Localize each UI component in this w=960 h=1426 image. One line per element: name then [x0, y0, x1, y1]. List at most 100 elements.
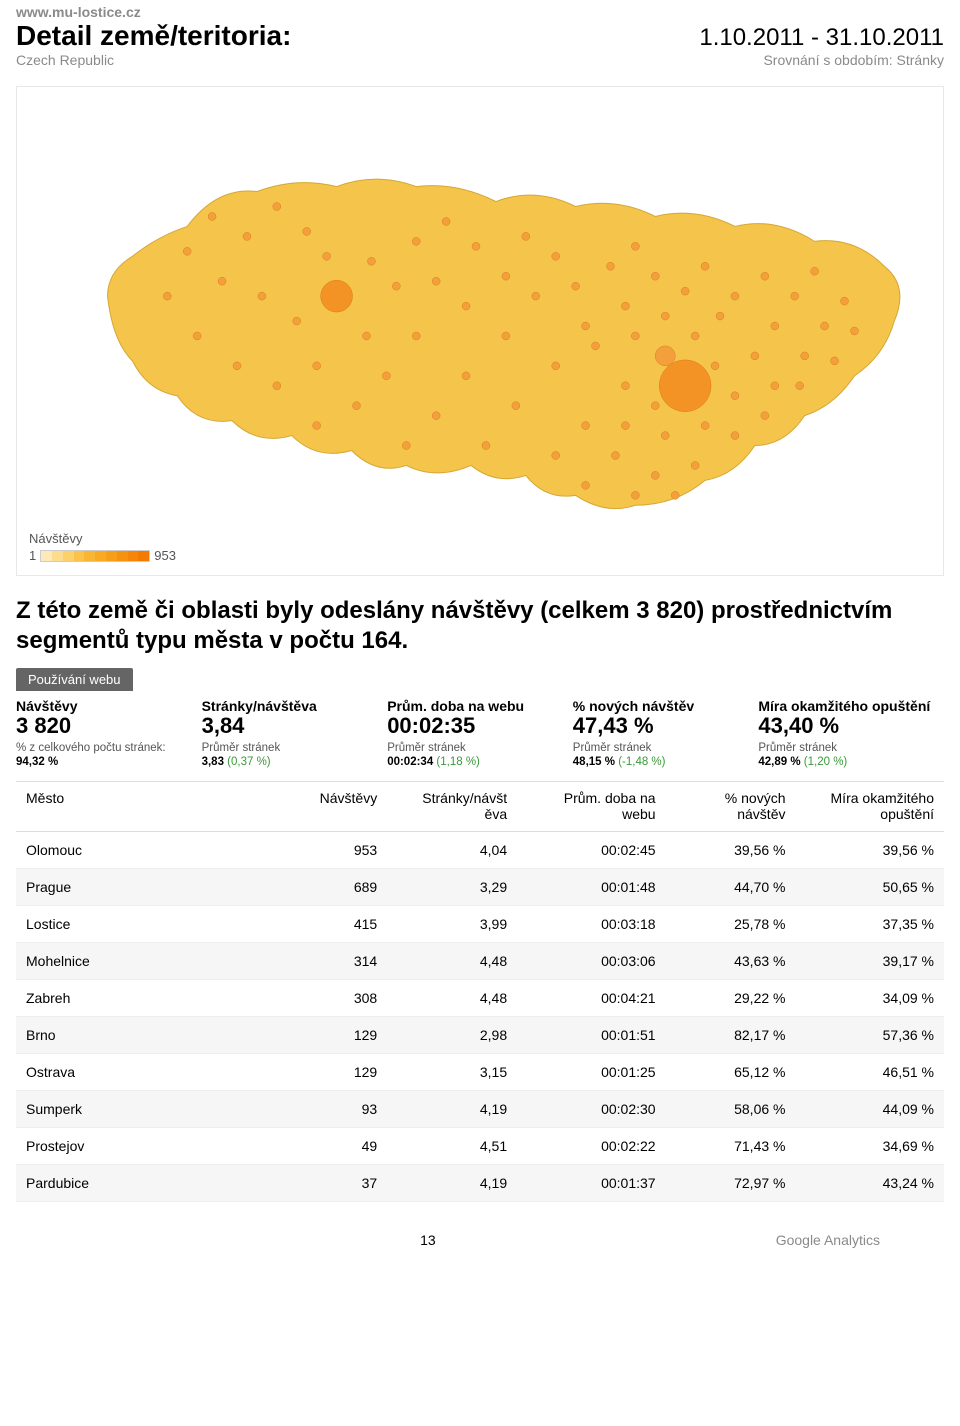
map-city-dot [243, 232, 251, 240]
table-cell: 57,36 % [795, 1016, 944, 1053]
table-cell: 37 [276, 1164, 387, 1201]
table-cell: 00:02:45 [517, 831, 665, 868]
map-city-dot [472, 242, 480, 250]
table-row: Lostice4153,9900:03:1825,78 %37,35 % [16, 905, 944, 942]
map-city-dot [621, 302, 629, 310]
map-city-dot [392, 282, 400, 290]
map-city-dot [582, 422, 590, 430]
table-cell: Zabreh [16, 979, 276, 1016]
map-city-dot [313, 362, 321, 370]
metric-value: 00:02:35 [387, 714, 565, 738]
map-city-dot [532, 292, 540, 300]
map-city-dot [761, 272, 769, 280]
metric-block: Prům. doba na webu00:02:35Průměr stránek… [387, 699, 573, 769]
metric-block: Míra okamžitého opuštění43,40 %Průměr st… [758, 699, 944, 769]
table-cell: 4,19 [387, 1164, 517, 1201]
map-city-dot [801, 352, 809, 360]
table-cell: 82,17 % [666, 1016, 796, 1053]
map-city-dot [303, 227, 311, 235]
table-cell: 4,48 [387, 942, 517, 979]
metric-value: 47,43 % [573, 714, 751, 738]
table-cell: 4,51 [387, 1127, 517, 1164]
map-city-dot [321, 280, 353, 312]
table-cell: 39,56 % [666, 831, 796, 868]
map-city-dot [655, 346, 675, 366]
map-city-dot [850, 327, 858, 335]
table-cell: 65,12 % [666, 1053, 796, 1090]
map-city-dot [761, 412, 769, 420]
page-footer: 13 Google Analytics [0, 1202, 960, 1268]
table-cell: 50,65 % [795, 868, 944, 905]
map-city-dot [731, 392, 739, 400]
table-cell: 4,19 [387, 1090, 517, 1127]
table-cell: 689 [276, 868, 387, 905]
table-cell: Sumperk [16, 1090, 276, 1127]
table-cell: 2,98 [387, 1016, 517, 1053]
map-city-dot [771, 322, 779, 330]
map-city-dot [367, 257, 375, 265]
metric-label: Návštěvy [16, 699, 194, 714]
map-city-dot [512, 402, 520, 410]
table-row: Brno1292,9800:01:5182,17 %57,36 % [16, 1016, 944, 1053]
czech-map [17, 87, 943, 575]
map-city-dot [731, 292, 739, 300]
metric-label: Míra okamžitého opuštění [758, 699, 936, 714]
metric-value: 3,84 [202, 714, 380, 738]
table-cell: Mohelnice [16, 942, 276, 979]
table-cell: 39,17 % [795, 942, 944, 979]
map-city-dot [572, 282, 580, 290]
table-cell: 00:01:37 [517, 1164, 665, 1201]
map-city-dot [412, 237, 420, 245]
table-cell: 39,56 % [795, 831, 944, 868]
map-city-dot [631, 242, 639, 250]
table-cell: 46,51 % [795, 1053, 944, 1090]
table-cell: 4,48 [387, 979, 517, 1016]
table-cell: 00:01:51 [517, 1016, 665, 1053]
table-row: Sumperk934,1900:02:3058,06 %44,09 % [16, 1090, 944, 1127]
brand-label: Google Analytics [776, 1232, 880, 1248]
map-city-dot [208, 212, 216, 220]
legend-max: 953 [154, 548, 176, 563]
table-cell: Ostrava [16, 1053, 276, 1090]
table-row: Mohelnice3144,4800:03:0643,63 %39,17 % [16, 942, 944, 979]
column-header: Město [16, 782, 276, 831]
metric-subtext: Průměr stránek 00:02:34 (1,18 %) [387, 741, 565, 770]
table-cell: 93 [276, 1090, 387, 1127]
page-title: Detail země/teritoria: [16, 20, 291, 52]
map-city-dot [582, 481, 590, 489]
map-city-dot [796, 382, 804, 390]
map-city-dot [258, 292, 266, 300]
table-cell: 308 [276, 979, 387, 1016]
metrics-row: Návštěvy3 820% z celkového počtu stránek… [0, 691, 960, 773]
map-city-dot [502, 332, 510, 340]
map-city-dot [582, 322, 590, 330]
map-city-dot [711, 362, 719, 370]
map-city-dot [462, 372, 470, 380]
map-city-dot [681, 287, 689, 295]
table-cell: 72,97 % [666, 1164, 796, 1201]
map-city-dot [631, 491, 639, 499]
table-cell: Lostice [16, 905, 276, 942]
map-city-dot [651, 402, 659, 410]
map-city-dot [621, 422, 629, 430]
map-city-dot [716, 312, 724, 320]
metric-block: Návštěvy3 820% z celkového počtu stránek… [16, 699, 202, 769]
map-container: Návštěvy 1 953 [16, 86, 944, 576]
column-header: % nových návštěv [666, 782, 796, 831]
map-city-dot [592, 342, 600, 350]
map-city-dot [651, 272, 659, 280]
map-city-dot [811, 267, 819, 275]
comparison-label: Srovnání s obdobím: Stránky [763, 52, 944, 68]
table-cell: 43,24 % [795, 1164, 944, 1201]
cities-table: MěstoNávštěvyStránky/návšt ěvaPrům. doba… [16, 781, 944, 1201]
table-cell: 43,63 % [666, 942, 796, 979]
map-legend: Návštěvy 1 953 [29, 531, 176, 563]
table-cell: 4,04 [387, 831, 517, 868]
metric-block: % nových návštěv47,43 %Průměr stránek 48… [573, 699, 759, 769]
table-cell: Pardubice [16, 1164, 276, 1201]
tab-site-usage[interactable]: Používání webu [16, 668, 133, 691]
table-row: Zabreh3084,4800:04:2129,22 %34,09 % [16, 979, 944, 1016]
map-city-dot [293, 317, 301, 325]
table-cell: 00:01:25 [517, 1053, 665, 1090]
metric-block: Stránky/návštěva3,84Průměr stránek 3,83 … [202, 699, 388, 769]
